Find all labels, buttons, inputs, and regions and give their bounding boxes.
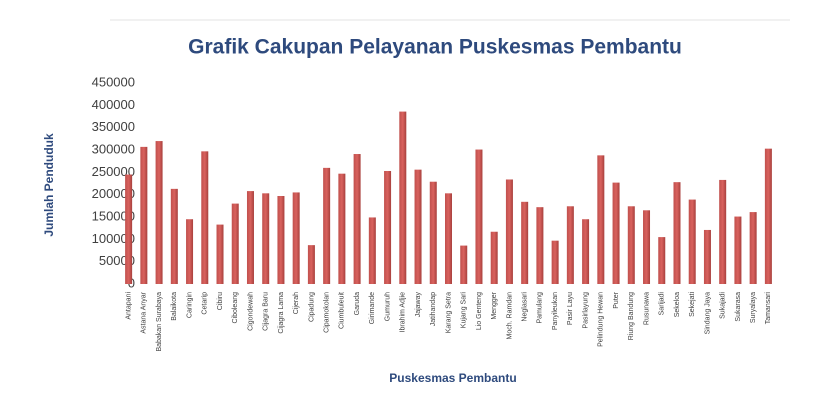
x-tick-label: Karang Setra [445,292,452,333]
bar [231,203,239,284]
bar [566,206,574,284]
bar [612,182,620,284]
x-tick-label: Tamansari [765,292,772,325]
x-tick-label: Pasirlayung [582,292,589,329]
bar [521,201,529,284]
x-tick-label: Cijerah [293,292,300,314]
x-tick-label: Antapani [125,292,132,320]
bar [536,207,544,284]
bar [582,219,590,284]
bar [186,219,194,284]
bar [292,192,300,284]
x-tick-label: Pasir Layu [567,292,574,325]
bar [414,169,422,284]
x-tick-label: Cetarip [202,292,209,315]
x-tick-label: Jatihandap [430,292,437,326]
bar [688,199,696,284]
x-axis-title: Puskesmas Pembantu [389,371,516,385]
x-tick-label: Caringin [186,292,193,318]
x-tick-label: Astana Anyar [141,291,148,333]
bar [277,196,285,284]
bar [140,146,148,284]
bar [505,179,513,284]
x-tick-label: Cipadung [308,292,315,322]
bar [475,149,483,284]
bar [262,193,270,284]
bar [353,154,361,284]
bar [658,237,666,284]
bar [155,141,163,284]
bar [460,245,468,284]
x-tick-label: Sukajadi [720,292,727,319]
y-tick-label: 100000 [92,231,135,246]
bar [216,224,224,284]
x-tick-label: Cibiru [217,292,224,310]
x-tick-label: Mengger [491,291,498,319]
y-tick-label: 400000 [92,97,135,112]
bar [125,174,133,284]
bar [399,111,407,284]
x-tick-label: Sarijadi [659,292,666,316]
x-tick-label: Ibrahim Adjie [400,292,407,333]
x-tick-label: Kujang Sari [461,292,468,329]
bar [246,191,254,284]
bar [627,206,635,284]
y-tick-label: 450000 [92,74,135,89]
x-tick-label: Cipamokolan [323,292,330,333]
x-tick-label: Pelindung Hewan [598,292,605,347]
x-tick-label: Gumuruh [384,292,391,321]
bar [643,210,651,284]
x-tick-label: Sukarasa [735,292,742,322]
x-tick-label: Balaikota [171,292,178,321]
bar [597,155,605,284]
bar [703,229,711,284]
x-tick-label: Moch. Ramdan [506,292,513,340]
x-tick-label: Suryalaya [750,292,757,323]
bar [307,245,315,284]
x-tick-label: Neglasari [522,292,529,322]
chart-title: Grafik Cakupan Pelayanan Puskesmas Pemba… [188,36,682,59]
bar [445,193,452,284]
y-tick-label: 150000 [92,208,135,223]
bar [170,188,178,284]
bar [673,182,681,284]
x-tick-label: Pamulang [537,292,544,324]
x-tick-label: Rusunawa [643,292,650,325]
x-tick-label: Sekeloa [674,292,681,317]
y-axis-title: Jumlah Penduduk [42,133,56,237]
bar [490,231,498,284]
x-tick-label: Babakan Surabaya [156,292,163,352]
bar [201,151,209,284]
bar [734,216,742,284]
x-tick-label: Ciumbuleuit [339,292,346,329]
x-tick-label: Garuda [354,292,361,315]
bar [551,240,559,284]
bar [749,212,757,284]
bar [764,148,772,284]
x-tick-label: Cijagra Baru [263,292,270,331]
x-tick-label: Lio Genteng [476,292,483,330]
x-tick-label: Cigondewah [247,292,254,331]
bar [384,170,392,284]
y-tick-label: 300000 [92,141,135,156]
x-tick-label: Cijagra Lama [278,292,285,334]
x-tick-label: Sekejati [689,292,696,317]
y-tick-label: 350000 [92,119,135,134]
bar [429,181,437,284]
bar [323,167,331,284]
bar [338,173,346,284]
x-tick-label: Jajaway [415,292,422,318]
y-tick-label: 250000 [92,164,135,179]
bar [719,179,727,284]
x-tick-label: Riung Bandung [628,292,635,340]
x-tick-label: Sindang Jaya [704,292,711,335]
bar [368,217,376,284]
x-tick-label: Puter [613,291,620,308]
x-tick-label: Panyileukan [552,292,559,330]
y-tick-label: 200000 [92,186,135,201]
x-tick-label: Girimande [369,292,376,324]
x-tick-label: Ciboleang [232,292,239,324]
